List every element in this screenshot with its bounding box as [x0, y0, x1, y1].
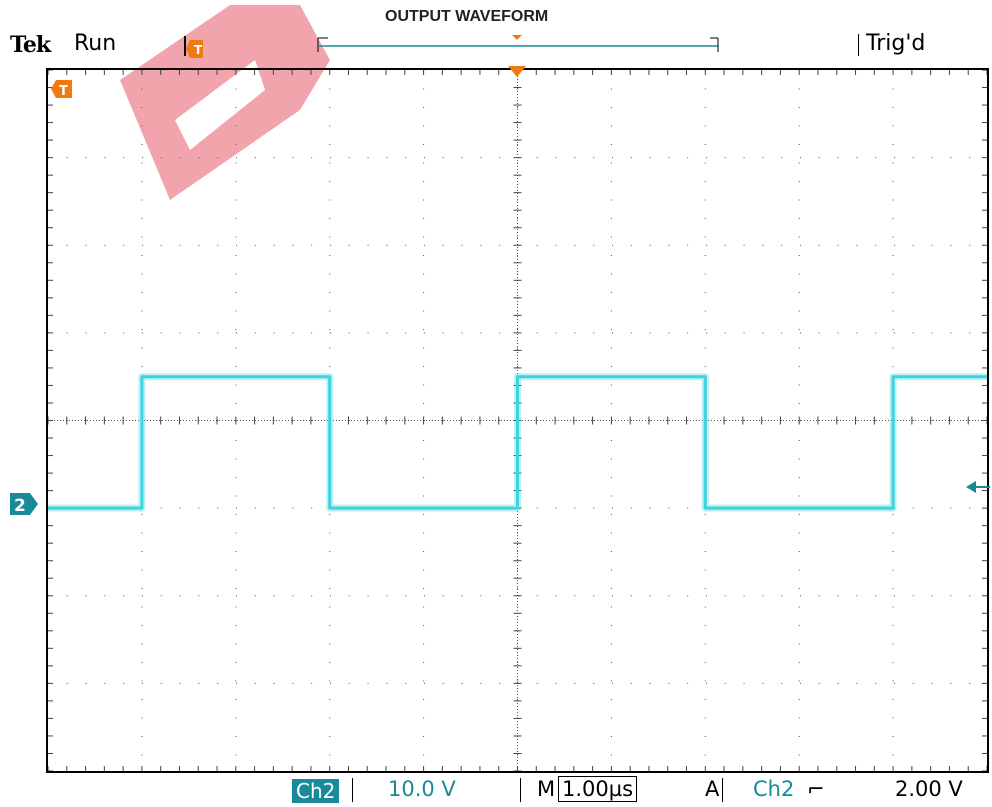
trigger-marker-header-icon: T [186, 40, 203, 58]
waveform-trace-line [48, 375, 987, 510]
figure-title: OUTPUT WAVEFORM [385, 8, 549, 25]
trigger-mode: A [705, 777, 720, 801]
readout-divider [352, 778, 353, 802]
header-divider-right [858, 34, 859, 56]
volts-per-div: 10.0 V [388, 777, 456, 801]
trigger-source: Ch2 [753, 777, 795, 801]
time-mode: M [537, 777, 556, 801]
record-length-indicator [317, 35, 719, 52]
trigger-level-arrow-icon [966, 481, 990, 493]
trigger-level: 2.00 V [895, 777, 963, 801]
channel-2-ground-marker: 2 [10, 493, 38, 516]
svg-text:T: T [59, 84, 68, 99]
trigger-marker-screen-icon: T [51, 80, 72, 99]
time-per-div: 1.00µs [558, 776, 638, 802]
acquisition-state: Run [74, 31, 117, 56]
trigger-position-icon [508, 66, 526, 77]
svg-text:T: T [194, 43, 203, 57]
brand-logo: Tek [10, 32, 51, 58]
svg-text:2: 2 [14, 496, 26, 516]
falling-edge-icon: ⌐ [807, 777, 825, 801]
readout-divider [722, 778, 723, 802]
trigger-status: Trig'd [866, 31, 926, 56]
watermark-logo [120, 5, 330, 200]
waveform-trace [48, 373, 987, 512]
header-divider [184, 36, 186, 56]
channel-label: Ch2 [292, 779, 340, 803]
readout-divider [520, 778, 521, 802]
